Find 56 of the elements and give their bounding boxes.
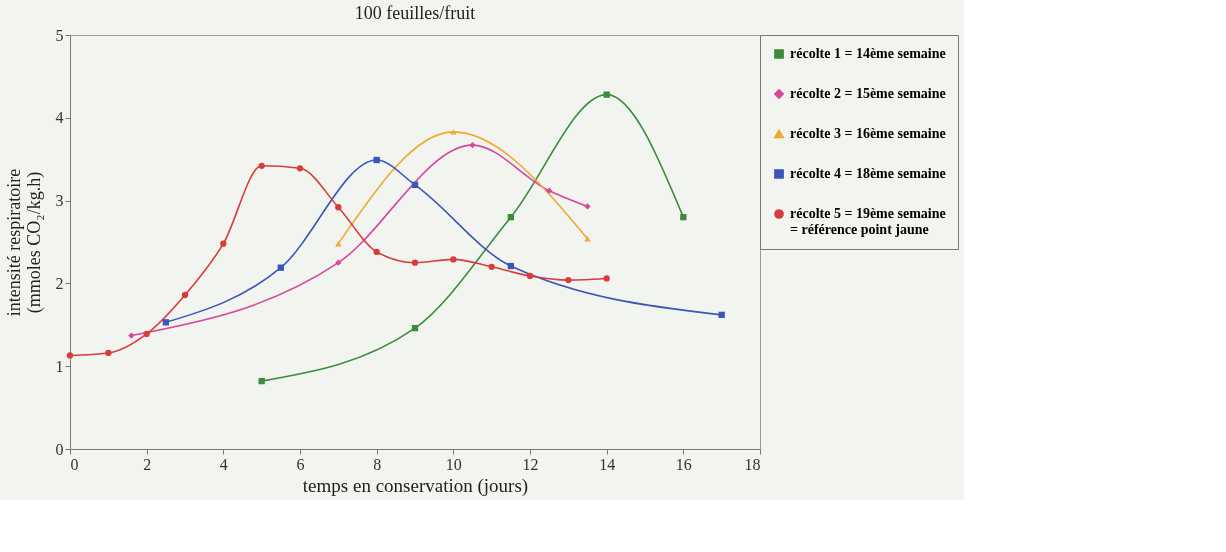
x-tick-label: 2	[143, 455, 152, 473]
point	[66, 352, 74, 359]
x-tick-label: 14	[599, 455, 616, 473]
y-tick-label: 3	[55, 192, 64, 210]
point	[507, 214, 514, 221]
y-tick-label: 2	[55, 274, 64, 292]
point	[105, 349, 112, 357]
point	[507, 262, 514, 270]
x-axis-title: temps en conservation (jours)	[302, 474, 529, 497]
point	[565, 276, 572, 284]
x-tick-label: 18	[744, 455, 761, 473]
point	[603, 91, 610, 98]
x-tick-label: 0	[70, 455, 79, 473]
x-tick-label: 16	[675, 455, 692, 473]
x-tick-label: 8	[373, 455, 382, 473]
point	[450, 256, 457, 263]
point	[373, 248, 380, 256]
point	[220, 240, 227, 247]
point	[526, 272, 534, 280]
point	[546, 187, 553, 194]
point	[411, 324, 419, 332]
point	[718, 311, 725, 319]
y-tick-label: 0	[55, 440, 64, 458]
point	[469, 141, 476, 149]
y-axis-title: intensité respiratoire (mmoles CO₂/kg.h)	[3, 168, 45, 317]
point	[143, 330, 150, 338]
point	[128, 332, 135, 339]
point	[296, 165, 304, 172]
point	[411, 259, 419, 266]
legend-label: récolte 1 = 14ème semaine	[790, 46, 946, 61]
y-tick-label: 4	[55, 109, 64, 127]
point	[335, 204, 342, 211]
point	[450, 129, 457, 135]
point	[162, 319, 169, 326]
point	[603, 275, 610, 282]
point	[680, 214, 687, 221]
point	[258, 162, 265, 169]
point	[335, 259, 342, 266]
point	[258, 377, 265, 385]
x-tick-label: 10	[445, 455, 462, 473]
legend-label: récolte 3 = 16ème semaine	[790, 126, 946, 141]
point	[373, 156, 380, 164]
x-tick-label: 4	[219, 455, 228, 473]
legend-label: récolte 5 = 19ème semaine = référence point jaune	[790, 206, 946, 237]
point	[411, 181, 419, 189]
point	[488, 263, 495, 270]
x-tick-label: 12	[522, 455, 539, 473]
legend-label: récolte 4 = 18ème semaine	[790, 166, 946, 181]
point	[181, 291, 189, 299]
point	[277, 264, 284, 271]
x-tick-label: 6	[296, 455, 305, 473]
y-tick-label: 5	[55, 26, 64, 44]
chart-title: 100 feuilles/fruit	[354, 3, 476, 23]
y-tick-label: 1	[55, 357, 64, 375]
legend-label: récolte 2 = 15ème semaine	[790, 86, 946, 101]
point	[584, 203, 591, 210]
